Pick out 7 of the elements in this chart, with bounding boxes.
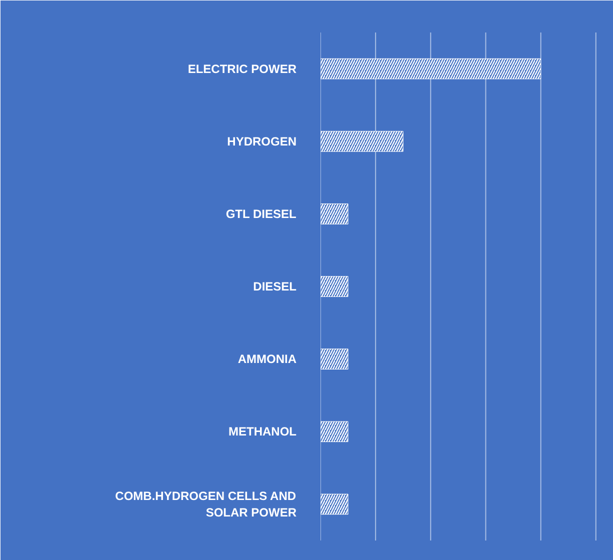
y-tick-label: DIESEL xyxy=(253,280,296,294)
y-tick-label: HYDROGEN xyxy=(227,134,297,148)
y-tick-label: AMMONIA xyxy=(238,352,297,366)
y-tick-label: ELECTRIC POWER xyxy=(188,62,297,76)
y-tick-label: GTL DIESEL xyxy=(226,206,296,221)
y-tick-label: METHANOL xyxy=(228,424,297,439)
y-tick-label: COMB.HYDROGEN CELLS AND SOLAR POWER xyxy=(115,488,297,520)
